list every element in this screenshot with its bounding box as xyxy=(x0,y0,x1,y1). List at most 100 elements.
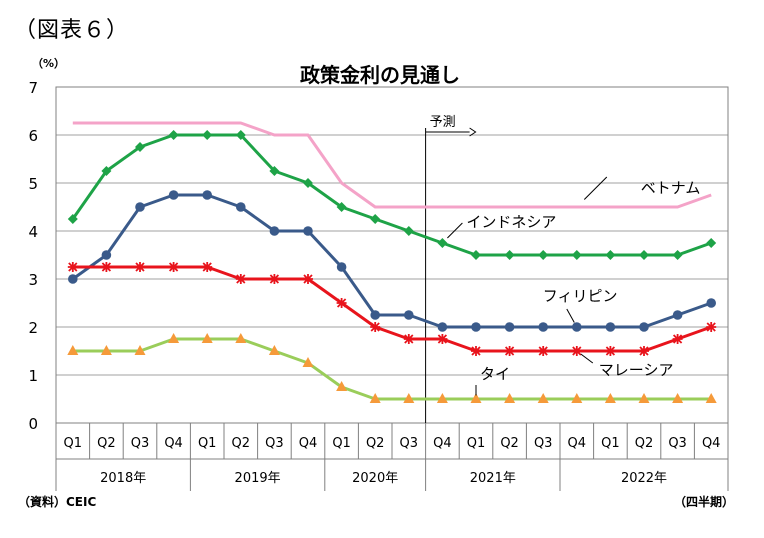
data-point xyxy=(403,334,414,344)
data-point xyxy=(504,393,516,403)
year-tick-label: 2022年 xyxy=(621,471,667,486)
quarter-tick-label: Q4 xyxy=(299,436,318,451)
data-point xyxy=(538,322,548,332)
quarter-tick-label: Q3 xyxy=(131,436,150,451)
data-point xyxy=(370,310,381,320)
forecast-label: 予測 xyxy=(430,115,456,130)
quarter-tick-label: Q2 xyxy=(97,436,116,451)
year-tick-label: 2020年 xyxy=(352,471,398,486)
data-point xyxy=(471,346,481,356)
data-point xyxy=(268,345,280,355)
data-point xyxy=(135,142,145,152)
data-point xyxy=(67,214,78,224)
data-point xyxy=(471,322,481,332)
y-tick-label: 3 xyxy=(28,271,38,289)
data-point xyxy=(538,250,549,260)
data-point xyxy=(639,250,649,260)
data-point xyxy=(302,357,314,367)
series-line xyxy=(72,121,712,209)
data-point xyxy=(303,178,313,188)
series-フィリピン xyxy=(68,190,716,332)
data-point xyxy=(605,322,616,332)
data-point xyxy=(470,393,482,403)
data-point xyxy=(706,298,716,308)
series-ベトナム xyxy=(72,121,712,209)
year-tick-label: 2019年 xyxy=(235,471,281,486)
data-point xyxy=(437,334,448,344)
source-note: （資料）CEIC xyxy=(18,495,97,509)
quarter-tick-label: Q1 xyxy=(601,436,620,451)
data-point xyxy=(572,322,582,332)
data-point xyxy=(504,346,515,356)
year-tick-label: 2018年 xyxy=(100,471,146,486)
label-pointer xyxy=(580,353,594,364)
series-マレーシア xyxy=(67,262,717,356)
data-point xyxy=(168,262,179,272)
y-tick-label: 1 xyxy=(28,367,38,385)
data-point xyxy=(639,322,649,332)
data-point xyxy=(571,393,583,403)
data-point xyxy=(101,250,112,260)
data-point xyxy=(436,393,448,403)
data-point xyxy=(336,202,347,212)
data-point xyxy=(437,238,448,248)
series-label-マレーシア: マレーシア xyxy=(599,361,674,379)
data-point xyxy=(605,250,616,260)
data-point xyxy=(168,333,180,343)
data-point xyxy=(68,274,78,284)
quarter-tick-label: Q1 xyxy=(332,436,351,451)
data-point xyxy=(672,393,684,403)
label-pointer xyxy=(583,176,608,200)
data-point xyxy=(437,322,448,332)
forecast-marker: 予測 xyxy=(425,115,477,423)
data-point xyxy=(672,334,683,344)
period-note: （四半期） xyxy=(673,495,734,509)
data-point xyxy=(537,393,549,403)
series-line xyxy=(72,337,712,401)
chart-title: 政策金利の見通し xyxy=(300,63,460,87)
data-point xyxy=(168,130,179,140)
data-point xyxy=(202,130,213,140)
data-point xyxy=(370,322,381,332)
y-tick-label: 2 xyxy=(28,319,38,337)
y-tick-label: 0 xyxy=(28,415,38,433)
data-point xyxy=(303,226,313,236)
data-point xyxy=(336,381,348,391)
data-point xyxy=(336,262,347,272)
quarter-tick-label: Q4 xyxy=(702,436,721,451)
series-line xyxy=(71,133,712,257)
data-point xyxy=(705,393,717,403)
data-point xyxy=(135,262,145,272)
data-point xyxy=(67,345,79,355)
forecast-arrowhead xyxy=(469,127,477,137)
data-point xyxy=(706,238,717,248)
data-point xyxy=(202,190,212,200)
data-point xyxy=(672,310,683,320)
data-point xyxy=(135,202,145,212)
quarter-tick-label: Q2 xyxy=(366,436,385,451)
series-インドネシア xyxy=(67,130,717,260)
quarter-tick-label: Q3 xyxy=(534,436,553,451)
data-point xyxy=(403,393,415,403)
data-point xyxy=(370,214,381,224)
label-pointer xyxy=(447,222,463,239)
data-point xyxy=(235,274,246,284)
data-point xyxy=(706,322,717,332)
data-point xyxy=(571,346,582,356)
quarter-tick-label: Q3 xyxy=(265,436,284,451)
data-point xyxy=(403,226,414,236)
series-label-ベトナム: ベトナム xyxy=(641,179,701,197)
quarter-tick-label: Q2 xyxy=(232,436,251,451)
data-point xyxy=(605,346,616,356)
data-point xyxy=(101,166,112,176)
quarter-tick-label: Q4 xyxy=(164,436,183,451)
data-point xyxy=(269,274,280,284)
quarter-tick-label: Q1 xyxy=(198,436,217,451)
data-point xyxy=(571,250,582,260)
data-point xyxy=(538,346,549,356)
quarter-tick-label: Q4 xyxy=(568,436,587,451)
series-タイ xyxy=(67,333,717,403)
series-line xyxy=(72,265,712,353)
data-point xyxy=(672,250,683,260)
